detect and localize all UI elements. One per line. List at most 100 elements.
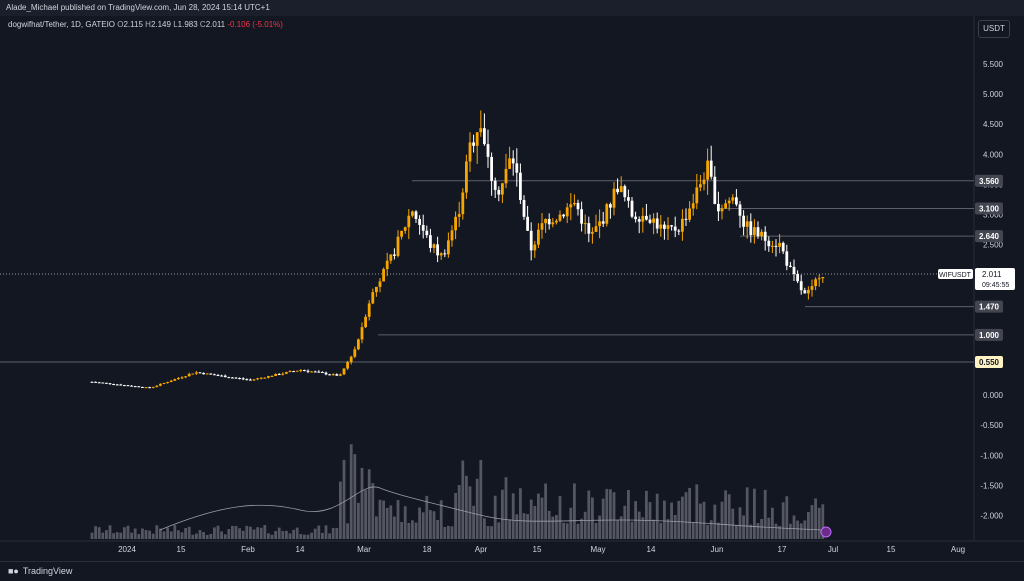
volume-bar (565, 523, 569, 539)
replay-icon (820, 526, 832, 538)
candle-body (490, 156, 493, 181)
volume-bar (508, 519, 511, 539)
candle-body (195, 372, 198, 374)
volume-bar (94, 526, 97, 539)
candle-body (317, 371, 321, 373)
volume-bar (303, 534, 306, 539)
volume-bar (803, 520, 807, 539)
volume-bar (205, 534, 209, 539)
volume-bar (281, 531, 285, 539)
volume-bar (666, 519, 670, 539)
candle-body (663, 224, 666, 229)
candle-body (587, 223, 591, 234)
candle-body (817, 278, 821, 280)
currency-button[interactable]: USDT (978, 20, 1010, 38)
volume-bar (148, 530, 151, 539)
volume-bar (637, 511, 641, 539)
candle-body (576, 202, 580, 210)
volume-bar (335, 527, 339, 539)
volume-bar (573, 483, 576, 539)
volume-bar (479, 459, 483, 539)
candle-body (292, 371, 295, 373)
volume-bar (126, 525, 130, 539)
volume-bar (432, 511, 436, 539)
volume-bar (533, 506, 537, 539)
volume-bar (774, 523, 778, 539)
volume-bar (119, 532, 123, 539)
candle-body (421, 224, 425, 231)
volume-bar (591, 497, 594, 539)
candle-body (447, 240, 450, 255)
footer-brand[interactable]: TradingView (22, 566, 73, 576)
volume-bar (267, 533, 270, 539)
candle-body (573, 202, 576, 205)
candle-body (645, 215, 648, 220)
high-label: H (145, 20, 151, 29)
volume-bar (144, 530, 148, 539)
volume-bar (522, 513, 526, 539)
volume-bar (213, 527, 216, 539)
candle-body (706, 160, 709, 180)
volume-bar (159, 528, 162, 539)
volume-bar (450, 526, 454, 539)
volume-bar (555, 515, 558, 539)
candle-body (382, 269, 385, 282)
candle-body (580, 209, 583, 224)
volume-bar (511, 493, 515, 539)
candle-body (497, 189, 501, 195)
volume-bar (97, 527, 101, 539)
candle-body (223, 375, 227, 378)
volume-bar (504, 477, 508, 539)
volume-bar (288, 533, 292, 539)
volume-bar (306, 534, 310, 539)
candle-body (303, 370, 306, 372)
volume-bar (684, 492, 688, 539)
volume-bar (753, 488, 756, 539)
footer: ■● TradingView (0, 561, 1024, 581)
candle-body (241, 378, 245, 380)
candle-body (108, 383, 112, 385)
candle-body (400, 230, 403, 237)
candle-body (511, 158, 515, 164)
candle-body (655, 218, 659, 229)
symbol-name[interactable]: dogwifhat/Tether, 1D, GATEIO (8, 20, 116, 29)
candle-body (213, 374, 216, 376)
candle-body (187, 373, 191, 377)
candle-body (565, 207, 569, 217)
level-label: 1.470 (979, 303, 1000, 312)
candle-body (299, 370, 303, 372)
price-chart[interactable]: 5.5005.0004.5004.0003.5003.0002.5002.000… (0, 0, 1024, 561)
volume-bar (339, 481, 342, 539)
volume-bar (641, 517, 645, 539)
candle-body (249, 379, 252, 381)
volume-bar (663, 500, 666, 539)
volume-bar (90, 532, 94, 539)
candle-body (763, 231, 767, 241)
volume-bar (429, 510, 432, 539)
volume-bar (317, 525, 321, 539)
y-tick-label: 3.000 (983, 211, 1004, 220)
volume-bar (447, 525, 450, 539)
volume-bar (717, 522, 720, 539)
candle-body (339, 374, 342, 376)
volume-bar (544, 483, 547, 539)
candle-body (468, 142, 472, 162)
candle-body (807, 289, 810, 294)
volume-bar (187, 526, 191, 539)
candle-body (245, 379, 249, 381)
volume-bar (324, 525, 328, 539)
volume-bar (807, 512, 810, 539)
candle-body (94, 381, 97, 383)
symbol-tag: WIFUSDT (939, 272, 972, 279)
volume-bar (580, 518, 583, 539)
volume-bar (443, 526, 447, 539)
level-label: 3.100 (979, 204, 1000, 213)
y-tick-label: -1.000 (980, 451, 1003, 460)
level-label-box (975, 202, 1003, 215)
candle-body (591, 231, 594, 234)
high-value: 2.149 (150, 20, 171, 29)
volume-bar (475, 478, 479, 539)
volume-bar (115, 532, 119, 539)
x-tick-label: Mar (357, 545, 371, 554)
volume-bar (472, 505, 475, 539)
